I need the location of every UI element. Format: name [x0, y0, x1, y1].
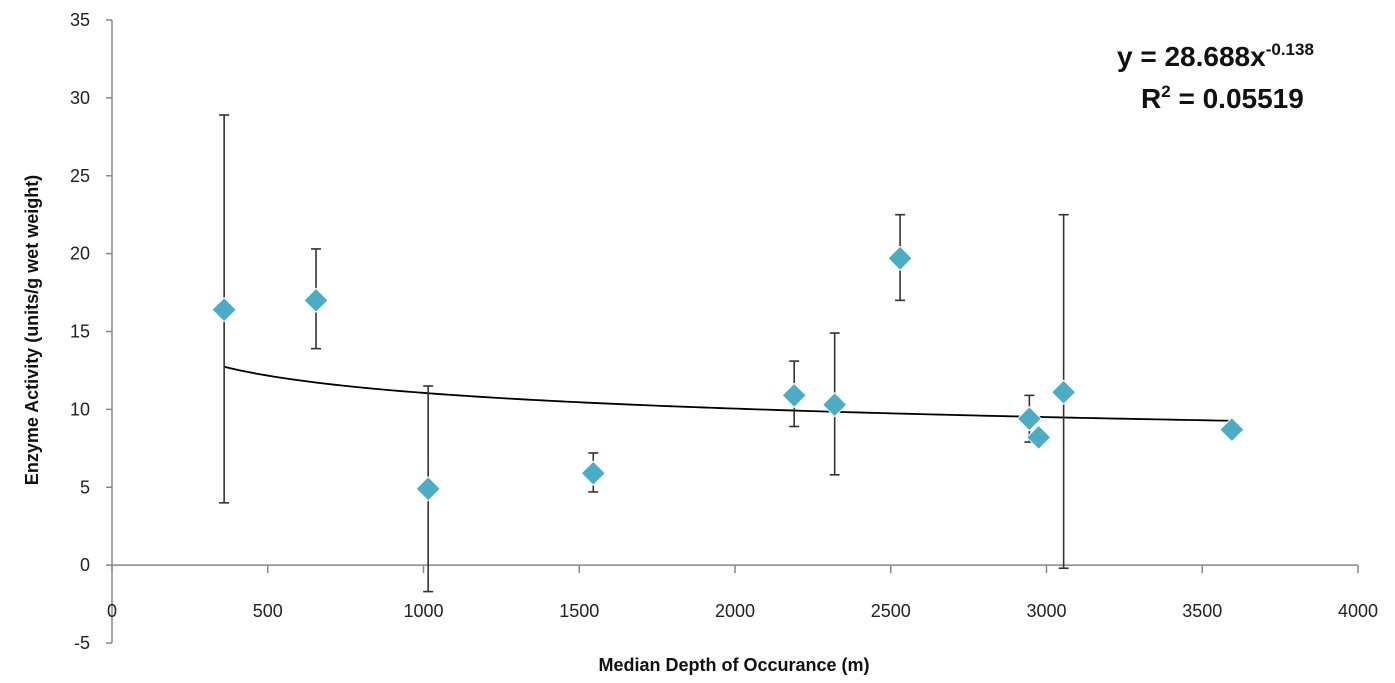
data-point	[1219, 416, 1245, 443]
r2-letter: R	[1141, 83, 1161, 114]
data-point	[580, 460, 606, 486]
x-tick-label: 0	[107, 601, 117, 621]
data-point	[821, 391, 848, 418]
equation-exponent: -0.138	[1266, 40, 1314, 59]
data-point	[415, 476, 441, 502]
equation-base: y = 28.688x	[1117, 41, 1266, 72]
data-point	[211, 296, 237, 323]
data-point	[1026, 424, 1052, 451]
r2-superscript: 2	[1161, 82, 1170, 101]
x-tick-label: 1500	[559, 601, 599, 621]
trendline	[223, 365, 1232, 422]
y-axis-title: Enzyme Activity (units/g wet weight)	[22, 175, 42, 485]
x-axis-title: Median Depth of Occurance (m)	[598, 655, 869, 675]
y-tick-label: 5	[80, 477, 90, 497]
x-tick-label: 2000	[715, 601, 755, 621]
x-tick-label: 4000	[1338, 601, 1378, 621]
r-squared-value: R2 = 0.05519	[1141, 82, 1304, 114]
y-tick-label: 20	[70, 244, 90, 264]
data-point	[887, 245, 913, 272]
y-tick-label: 25	[70, 166, 90, 186]
x-tick-label: 2500	[871, 601, 911, 621]
x-tick-label: 500	[253, 601, 283, 621]
y-tick-label: 35	[70, 10, 90, 30]
x-tick-label: 3500	[1182, 601, 1222, 621]
r2-value: = 0.05519	[1171, 83, 1304, 114]
trendline-equation: y = 28.688x-0.138	[1117, 40, 1314, 72]
data-point	[303, 287, 329, 314]
x-tick-label: 1000	[403, 601, 443, 621]
data-point	[1050, 379, 1077, 405]
y-tick-label: 15	[70, 322, 90, 342]
y-tick-label: 10	[70, 399, 90, 419]
data-point	[1016, 406, 1043, 432]
y-tick-label: -5	[74, 633, 90, 653]
data-point	[781, 382, 807, 409]
x-tick-label: 3000	[1026, 601, 1066, 621]
y-tick-label: 0	[80, 555, 90, 575]
y-tick-label: 30	[70, 88, 90, 108]
